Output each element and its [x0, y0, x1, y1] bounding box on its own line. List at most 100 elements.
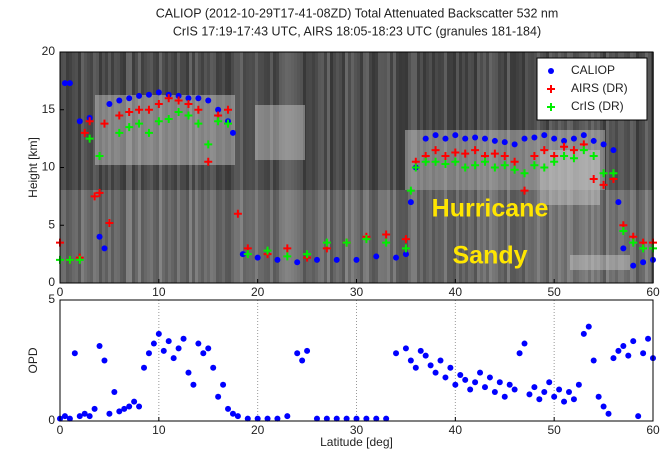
backscatter-stripe — [90, 52, 93, 283]
data-point — [239, 251, 246, 258]
data-point — [174, 108, 183, 117]
data-point — [274, 415, 281, 422]
data-point — [101, 245, 108, 252]
backscatter-stripe — [645, 52, 648, 283]
backscatter-stripe — [264, 52, 267, 283]
backscatter-stripe — [579, 52, 582, 283]
data-point — [496, 379, 503, 386]
data-point — [526, 391, 533, 398]
backscatter-stripe — [345, 52, 348, 283]
data-point — [520, 186, 529, 195]
data-point — [600, 141, 607, 148]
x-tick-label: 0 — [57, 423, 64, 437]
data-point — [551, 393, 558, 400]
data-point — [472, 379, 479, 386]
data-point — [224, 119, 233, 128]
backscatter-stripe — [273, 52, 276, 283]
backscatter-stripe — [123, 52, 126, 283]
backscatter-stripe — [438, 52, 441, 283]
backscatter-stripe — [405, 52, 408, 283]
backscatter-stripe — [78, 52, 81, 283]
data-point — [184, 99, 193, 108]
backscatter-stripe — [276, 52, 279, 283]
data-point — [569, 154, 578, 163]
backscatter-stripe — [138, 52, 141, 283]
backscatter-stripe — [189, 52, 192, 283]
backscatter-stripe — [441, 52, 444, 283]
backscatter-stripe — [642, 52, 645, 283]
backscatter-stripe — [615, 52, 618, 283]
backscatter-stripe — [318, 52, 321, 283]
data-point — [154, 117, 163, 126]
data-point — [225, 405, 232, 412]
data-point — [560, 142, 569, 151]
backscatter-stripe — [564, 52, 567, 283]
backscatter-stripe — [336, 52, 339, 283]
backscatter-stripe — [219, 52, 222, 283]
data-point — [575, 381, 582, 388]
data-point — [131, 398, 138, 405]
backscatter-stripe — [477, 52, 480, 283]
x-tick-label: 50 — [547, 285, 561, 299]
plot-frame — [59, 51, 654, 284]
data-point — [432, 132, 439, 139]
data-point — [215, 106, 222, 113]
data-point — [80, 128, 89, 137]
data-point — [294, 259, 301, 266]
backscatter-stripe — [327, 52, 330, 283]
backscatter-stripe — [531, 52, 534, 283]
data-point — [635, 413, 642, 420]
data-point — [615, 199, 622, 206]
backscatter-stripe — [243, 52, 246, 283]
backscatter-stripe — [498, 52, 501, 283]
data-point — [501, 393, 508, 400]
data-point — [530, 161, 539, 170]
backscatter-stripe — [324, 52, 327, 283]
data-point — [589, 175, 598, 184]
data-point — [160, 347, 167, 354]
chart-subtitle: CrIS 17:19-17:43 UTC, AIRS 18:05-18:23 U… — [173, 24, 541, 38]
backscatter-stripe — [594, 52, 597, 283]
x-axis-label: Latitude [deg] — [320, 435, 393, 449]
data-point — [609, 169, 618, 178]
backscatter-stripe — [456, 52, 459, 283]
backscatter-stripe — [105, 52, 108, 283]
backscatter-stripe — [393, 52, 396, 283]
backscatter-stripe — [351, 52, 354, 283]
backscatter-stripe — [537, 52, 540, 283]
data-point — [204, 140, 213, 149]
data-point — [402, 251, 409, 258]
backscatter-stripe — [126, 52, 129, 283]
backscatter-stripe — [114, 52, 117, 283]
backscatter-stripe — [291, 52, 294, 283]
backscatter-stripe — [108, 52, 111, 283]
backscatter-stripe — [597, 52, 600, 283]
x-tick-label: 20 — [251, 423, 265, 437]
data-point — [625, 352, 632, 359]
y-tick-label: 0 — [48, 275, 55, 289]
backscatter-stripe — [204, 52, 207, 283]
annotation: Hurricane — [432, 195, 549, 223]
backscatter-stripe — [576, 52, 579, 283]
data-point — [383, 415, 390, 422]
y-tick-label: 15 — [42, 102, 56, 116]
data-point — [323, 415, 330, 422]
data-point — [194, 119, 203, 128]
backscatter-stripe — [333, 52, 336, 283]
data-point — [486, 374, 493, 381]
backscatter-stripe — [162, 52, 165, 283]
backscatter-stripe — [549, 52, 552, 283]
x-tick-label: 30 — [350, 285, 364, 299]
backscatter-stripe — [552, 52, 555, 283]
data-point — [506, 381, 513, 388]
backscatter-stripe — [270, 52, 273, 283]
backscatter-stripe — [342, 52, 345, 283]
data-point — [407, 357, 414, 364]
data-point — [144, 128, 153, 137]
data-point — [457, 372, 464, 379]
cloud-region — [95, 95, 235, 165]
backscatter-stripe — [225, 52, 228, 283]
backscatter-stripe — [237, 52, 240, 283]
backscatter-stripe — [285, 52, 288, 283]
backscatter-stripe — [63, 52, 66, 283]
